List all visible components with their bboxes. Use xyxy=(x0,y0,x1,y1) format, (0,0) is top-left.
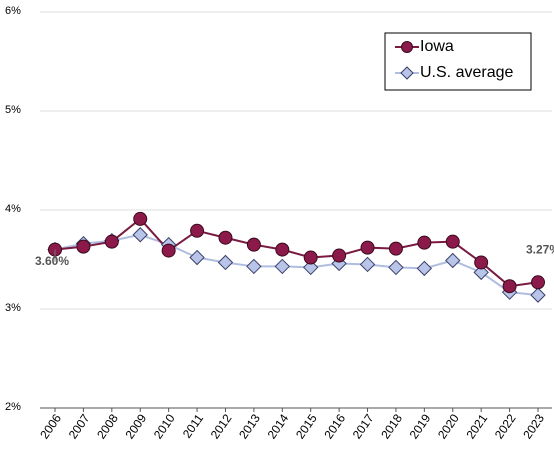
data-label: 3.60% xyxy=(35,254,69,268)
point xyxy=(132,227,148,243)
x-tick-label: 2008 xyxy=(94,411,121,441)
x-tick-label: 2016 xyxy=(321,411,348,441)
point xyxy=(416,260,433,277)
point xyxy=(502,279,517,294)
legend-marker xyxy=(400,66,414,80)
point xyxy=(190,223,205,238)
point xyxy=(133,211,148,226)
point xyxy=(218,230,233,245)
x-tick-label: 2021 xyxy=(463,411,490,441)
legend-marker xyxy=(401,41,413,53)
x-tick-label: 2012 xyxy=(208,411,235,441)
point xyxy=(217,254,234,271)
point xyxy=(359,256,376,273)
y-tick-label: 4% xyxy=(5,203,21,215)
y-tick-label: 2% xyxy=(5,401,21,413)
data-label: 3.27% xyxy=(526,242,554,256)
point xyxy=(530,287,546,303)
x-tick-label: 2018 xyxy=(378,411,405,441)
point xyxy=(275,242,290,257)
x-tick-label: 2019 xyxy=(407,411,434,441)
x-tick-label: 2013 xyxy=(236,411,263,441)
x-tick-label: 2015 xyxy=(293,411,320,441)
point xyxy=(246,237,261,252)
point xyxy=(302,259,319,276)
x-tick-label: 2009 xyxy=(123,411,150,441)
point xyxy=(189,249,205,266)
point xyxy=(445,234,460,249)
point xyxy=(474,255,489,270)
series-line xyxy=(54,233,539,297)
point xyxy=(388,259,404,276)
point xyxy=(332,248,347,263)
x-tick-label: 2011 xyxy=(180,411,206,440)
y-tick-label: 6% xyxy=(5,5,21,17)
y-tick-label: 5% xyxy=(5,104,21,116)
point xyxy=(161,243,176,258)
y-tick-label: 3% xyxy=(5,302,21,314)
point xyxy=(246,258,262,275)
series-line xyxy=(54,217,539,288)
legend-label: U.S. average xyxy=(420,64,513,81)
point xyxy=(445,252,461,269)
point xyxy=(388,241,403,256)
point xyxy=(417,235,432,250)
point xyxy=(360,240,375,255)
point xyxy=(473,264,489,281)
x-tick-label: 2010 xyxy=(151,411,178,441)
x-tick-label: 2023 xyxy=(520,411,547,441)
point xyxy=(76,239,91,254)
x-tick-label: 2022 xyxy=(492,411,519,441)
x-tick-label: 2007 xyxy=(66,411,93,441)
point xyxy=(274,258,291,275)
point xyxy=(104,234,119,249)
x-tick-label: 2006 xyxy=(37,411,64,441)
x-tick-label: 2014 xyxy=(265,411,292,441)
point xyxy=(531,275,545,290)
legend-label: Iowa xyxy=(420,38,454,55)
x-tick-label: 2017 xyxy=(350,411,377,441)
x-tick-label: 2020 xyxy=(435,411,462,441)
point xyxy=(303,250,318,265)
